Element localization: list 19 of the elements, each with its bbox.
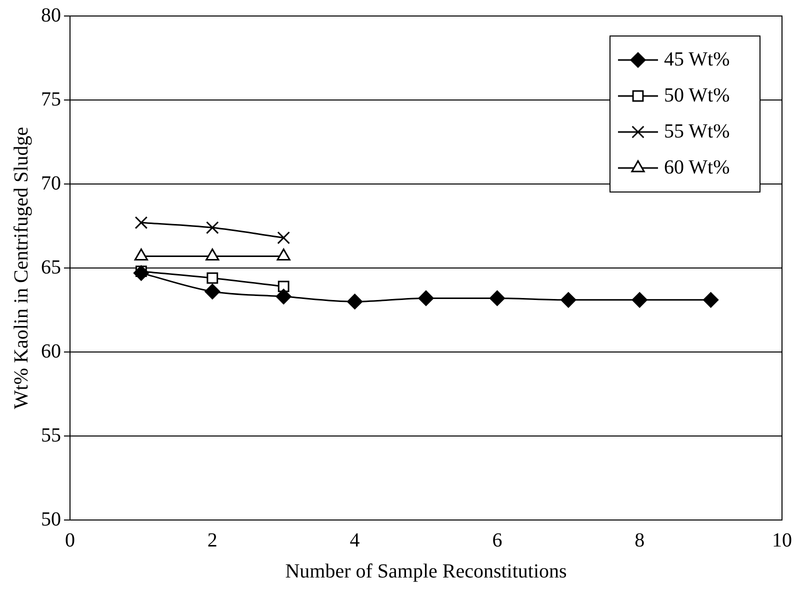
legend-label: 50 Wt% bbox=[664, 84, 730, 106]
legend-label: 55 Wt% bbox=[664, 120, 730, 142]
x-tick-label: 0 bbox=[65, 529, 75, 552]
x-tick-label: 10 bbox=[772, 529, 792, 552]
y-tick-label: 60 bbox=[41, 340, 61, 362]
x-tick-label: 6 bbox=[492, 529, 502, 552]
y-tick-label: 70 bbox=[41, 172, 61, 194]
x-axis-title: Number of Sample Reconstitutions bbox=[285, 560, 568, 582]
y-tick-label: 55 bbox=[41, 424, 61, 446]
legend-label: 45 Wt% bbox=[664, 48, 730, 70]
x-tick-label: 8 bbox=[634, 529, 645, 552]
legend-label: 60 Wt% bbox=[664, 156, 730, 178]
y-tick-label: 65 bbox=[41, 256, 61, 278]
x-tick-label: 2 bbox=[207, 529, 218, 552]
x-tick-label: 4 bbox=[350, 529, 360, 552]
y-tick-label: 75 bbox=[41, 88, 61, 110]
y-tick-label: 50 bbox=[41, 508, 61, 530]
y-tick-label: 80 bbox=[41, 4, 61, 26]
y-axis-title: Wt% Kaolin in Centrifuged Sludge bbox=[10, 126, 32, 410]
